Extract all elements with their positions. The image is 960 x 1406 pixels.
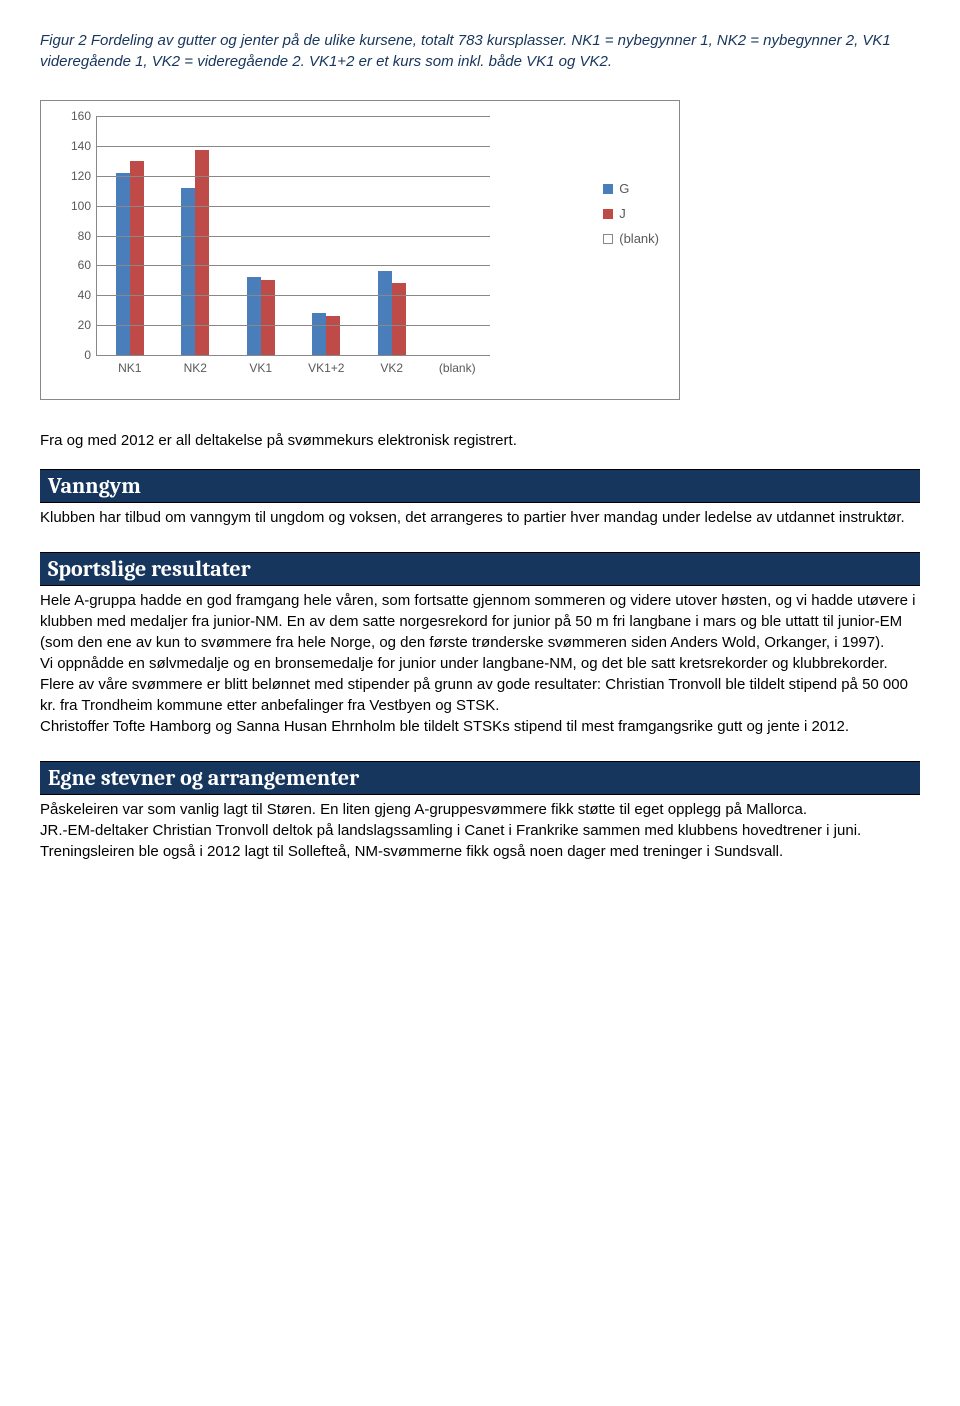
section-paragraph: Christoffer Tofte Hamborg og Sanna Husan… <box>40 716 920 737</box>
gridline <box>97 116 490 117</box>
x-axis-label: NK1 <box>97 355 163 375</box>
gridline <box>97 206 490 207</box>
y-axis-label: 20 <box>57 318 91 332</box>
legend-item: G <box>603 181 659 196</box>
gridline <box>97 236 490 237</box>
section-paragraph: Klubben har tilbud om vanngym til ungdom… <box>40 507 920 528</box>
legend-item: (blank) <box>603 231 659 246</box>
legend-swatch <box>603 234 613 244</box>
x-axis-label: NK2 <box>163 355 229 375</box>
section-paragraph: Treningsleiren ble også i 2012 lagt til … <box>40 841 920 862</box>
gridline <box>97 295 490 296</box>
section-paragraph: Påskeleiren var som vanlig lagt til Stør… <box>40 799 920 820</box>
legend-label: (blank) <box>619 231 659 246</box>
plot-area: NK1NK2VK1VK1+2VK2(blank) 020406080100120… <box>96 116 490 356</box>
y-axis-label: 80 <box>57 229 91 243</box>
bar-g <box>378 271 392 355</box>
legend-item: J <box>603 206 659 221</box>
x-axis-label: (blank) <box>425 355 491 375</box>
section-paragraph: Hele A-gruppa hadde en god framgang hele… <box>40 590 920 653</box>
x-axis-label: VK1 <box>228 355 294 375</box>
gridline <box>97 146 490 147</box>
section-header: Vanngym <box>40 469 920 503</box>
section-body: Hele A-gruppa hadde en god framgang hele… <box>40 590 920 737</box>
y-axis-label: 140 <box>57 139 91 153</box>
bar-j <box>392 283 406 355</box>
gridline <box>97 325 490 326</box>
bar-j <box>326 316 340 355</box>
section-body: Klubben har tilbud om vanngym til ungdom… <box>40 507 920 528</box>
x-axis-label: VK1+2 <box>294 355 360 375</box>
y-axis-label: 120 <box>57 169 91 183</box>
bar-chart: NK1NK2VK1VK1+2VK2(blank) 020406080100120… <box>40 100 680 400</box>
legend-swatch <box>603 209 613 219</box>
section-body: Påskeleiren var som vanlig lagt til Stør… <box>40 799 920 862</box>
x-axis-label: VK2 <box>359 355 425 375</box>
y-axis-label: 160 <box>57 109 91 123</box>
bar-j <box>261 280 275 355</box>
section-header: Sportslige resultater <box>40 552 920 586</box>
section-paragraph: Vi oppnådde en sølvmedalje og en bronsem… <box>40 653 920 674</box>
gridline <box>97 176 490 177</box>
bar-g <box>181 188 195 355</box>
bar-g <box>247 277 261 355</box>
chart-legend: GJ (blank) <box>603 181 659 256</box>
gridline <box>97 265 490 266</box>
section-paragraph: JR.-EM-deltaker Christian Tronvoll delto… <box>40 820 920 841</box>
legend-label: J <box>619 206 626 221</box>
y-axis-label: 100 <box>57 199 91 213</box>
y-axis-label: 0 <box>57 348 91 362</box>
bar-g <box>116 173 130 355</box>
section-header: Egne stevner og arrangementer <box>40 761 920 795</box>
intro-text: Fra og med 2012 er all deltakelse på svø… <box>40 430 920 451</box>
legend-swatch <box>603 184 613 194</box>
legend-label: G <box>619 181 629 196</box>
section-paragraph: Flere av våre svømmere er blitt belønnet… <box>40 674 920 716</box>
bar-g <box>312 313 326 355</box>
y-axis-label: 60 <box>57 258 91 272</box>
y-axis-label: 40 <box>57 288 91 302</box>
figure-caption: Figur 2 Fordeling av gutter og jenter på… <box>40 30 920 72</box>
